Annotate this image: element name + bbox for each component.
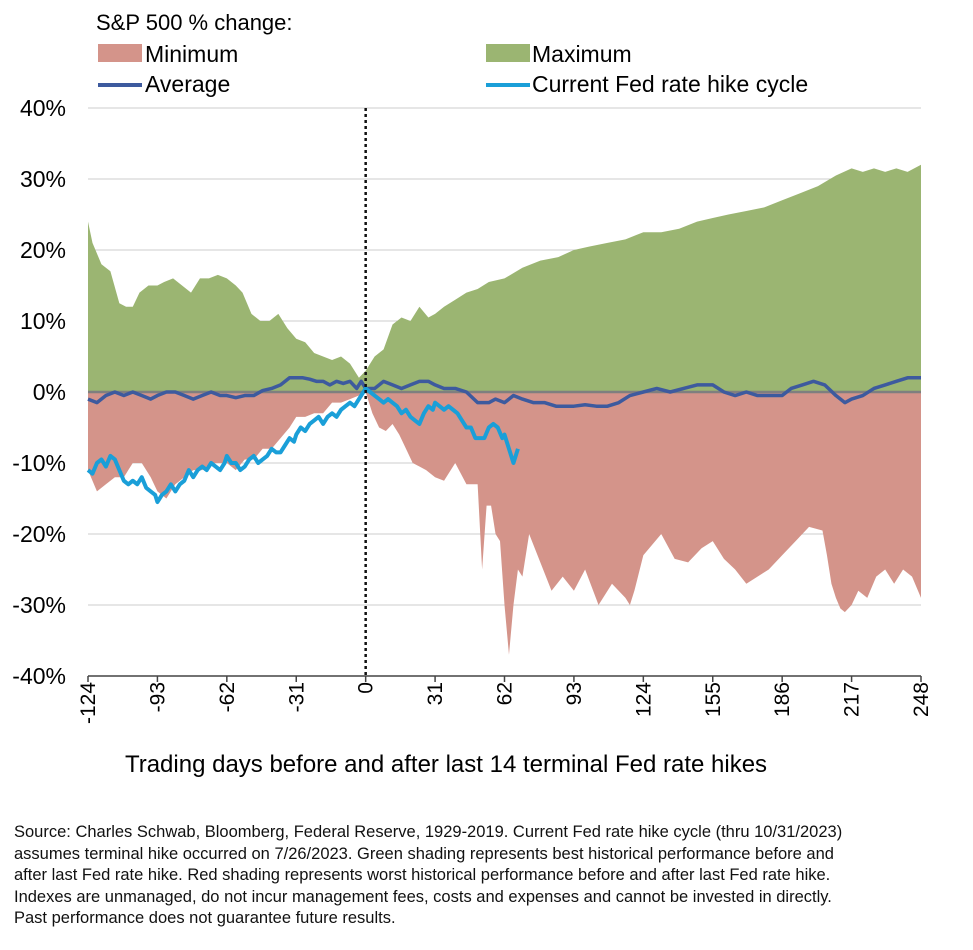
x-tick-label: -124	[77, 682, 100, 724]
x-tick-label: 93	[563, 682, 586, 705]
x-tick-label: 62	[494, 682, 517, 705]
legend-maximum-swatch	[486, 44, 530, 62]
legend-maximum-label: Maximum	[532, 41, 632, 67]
legend-average-label: Average	[145, 71, 230, 97]
y-tick-label: -30%	[12, 592, 66, 618]
x-tick-label: 124	[632, 682, 655, 717]
x-tick-label: 186	[771, 682, 794, 717]
footnote-line: Indexes are unmanaged, do not incur mana…	[14, 887, 832, 906]
footnote-line: assumes terminal hike occurred on 7/26/2…	[14, 844, 834, 863]
x-tick-label: 155	[702, 682, 725, 717]
lines	[86, 108, 921, 676]
x-tick-label: 31	[424, 682, 447, 705]
x-tick-label: 248	[910, 682, 933, 717]
x-tick-label: -62	[216, 682, 239, 712]
maximum-area	[88, 164, 921, 392]
axes: 40% 30% 20% 10% 0% -10% -20% -30% -40% -124 -93 -62…	[12, 95, 933, 724]
average-line	[87, 376, 921, 408]
footnote-line: Past performance does not guarantee futu…	[14, 909, 396, 927]
x-tick-label: -31	[285, 682, 308, 712]
y-tick-label: 10%	[20, 308, 66, 334]
legend-title: S&P 500 % change:	[96, 10, 293, 35]
x-tick-label: 0	[355, 682, 378, 694]
legend-minimum-swatch	[98, 44, 142, 62]
x-tick-label: 217	[841, 682, 864, 717]
areas	[88, 164, 921, 655]
chart: S&P 500 % change: Minimum Maximum Averag…	[12, 10, 933, 778]
minimum-area	[88, 392, 921, 655]
x-tick-label: -93	[146, 682, 169, 712]
y-tick-label: -40%	[12, 663, 66, 689]
y-tick-label: 0%	[33, 379, 66, 405]
footnote-line: Source: Charles Schwab, Bloomberg, Feder…	[14, 823, 843, 841]
y-tick-label: -20%	[12, 521, 66, 547]
footnote: Source: Charles Schwab, Bloomberg, Feder…	[14, 822, 964, 930]
y-tick-label: -10%	[12, 450, 66, 476]
legend-current-label: Current Fed rate hike cycle	[532, 71, 808, 97]
current-cycle-line	[86, 386, 520, 505]
y-tick-label: 30%	[20, 166, 66, 192]
legend-minimum-label: Minimum	[145, 41, 238, 67]
x-axis-title: Trading days before and after last 14 te…	[125, 751, 767, 778]
y-tick-label: 20%	[20, 237, 66, 263]
y-tick-label: 40%	[20, 95, 66, 121]
footnote-line: after last Fed rate hike. Red shading re…	[14, 866, 831, 884]
legend: S&P 500 % change: Minimum Maximum Averag…	[96, 10, 808, 97]
